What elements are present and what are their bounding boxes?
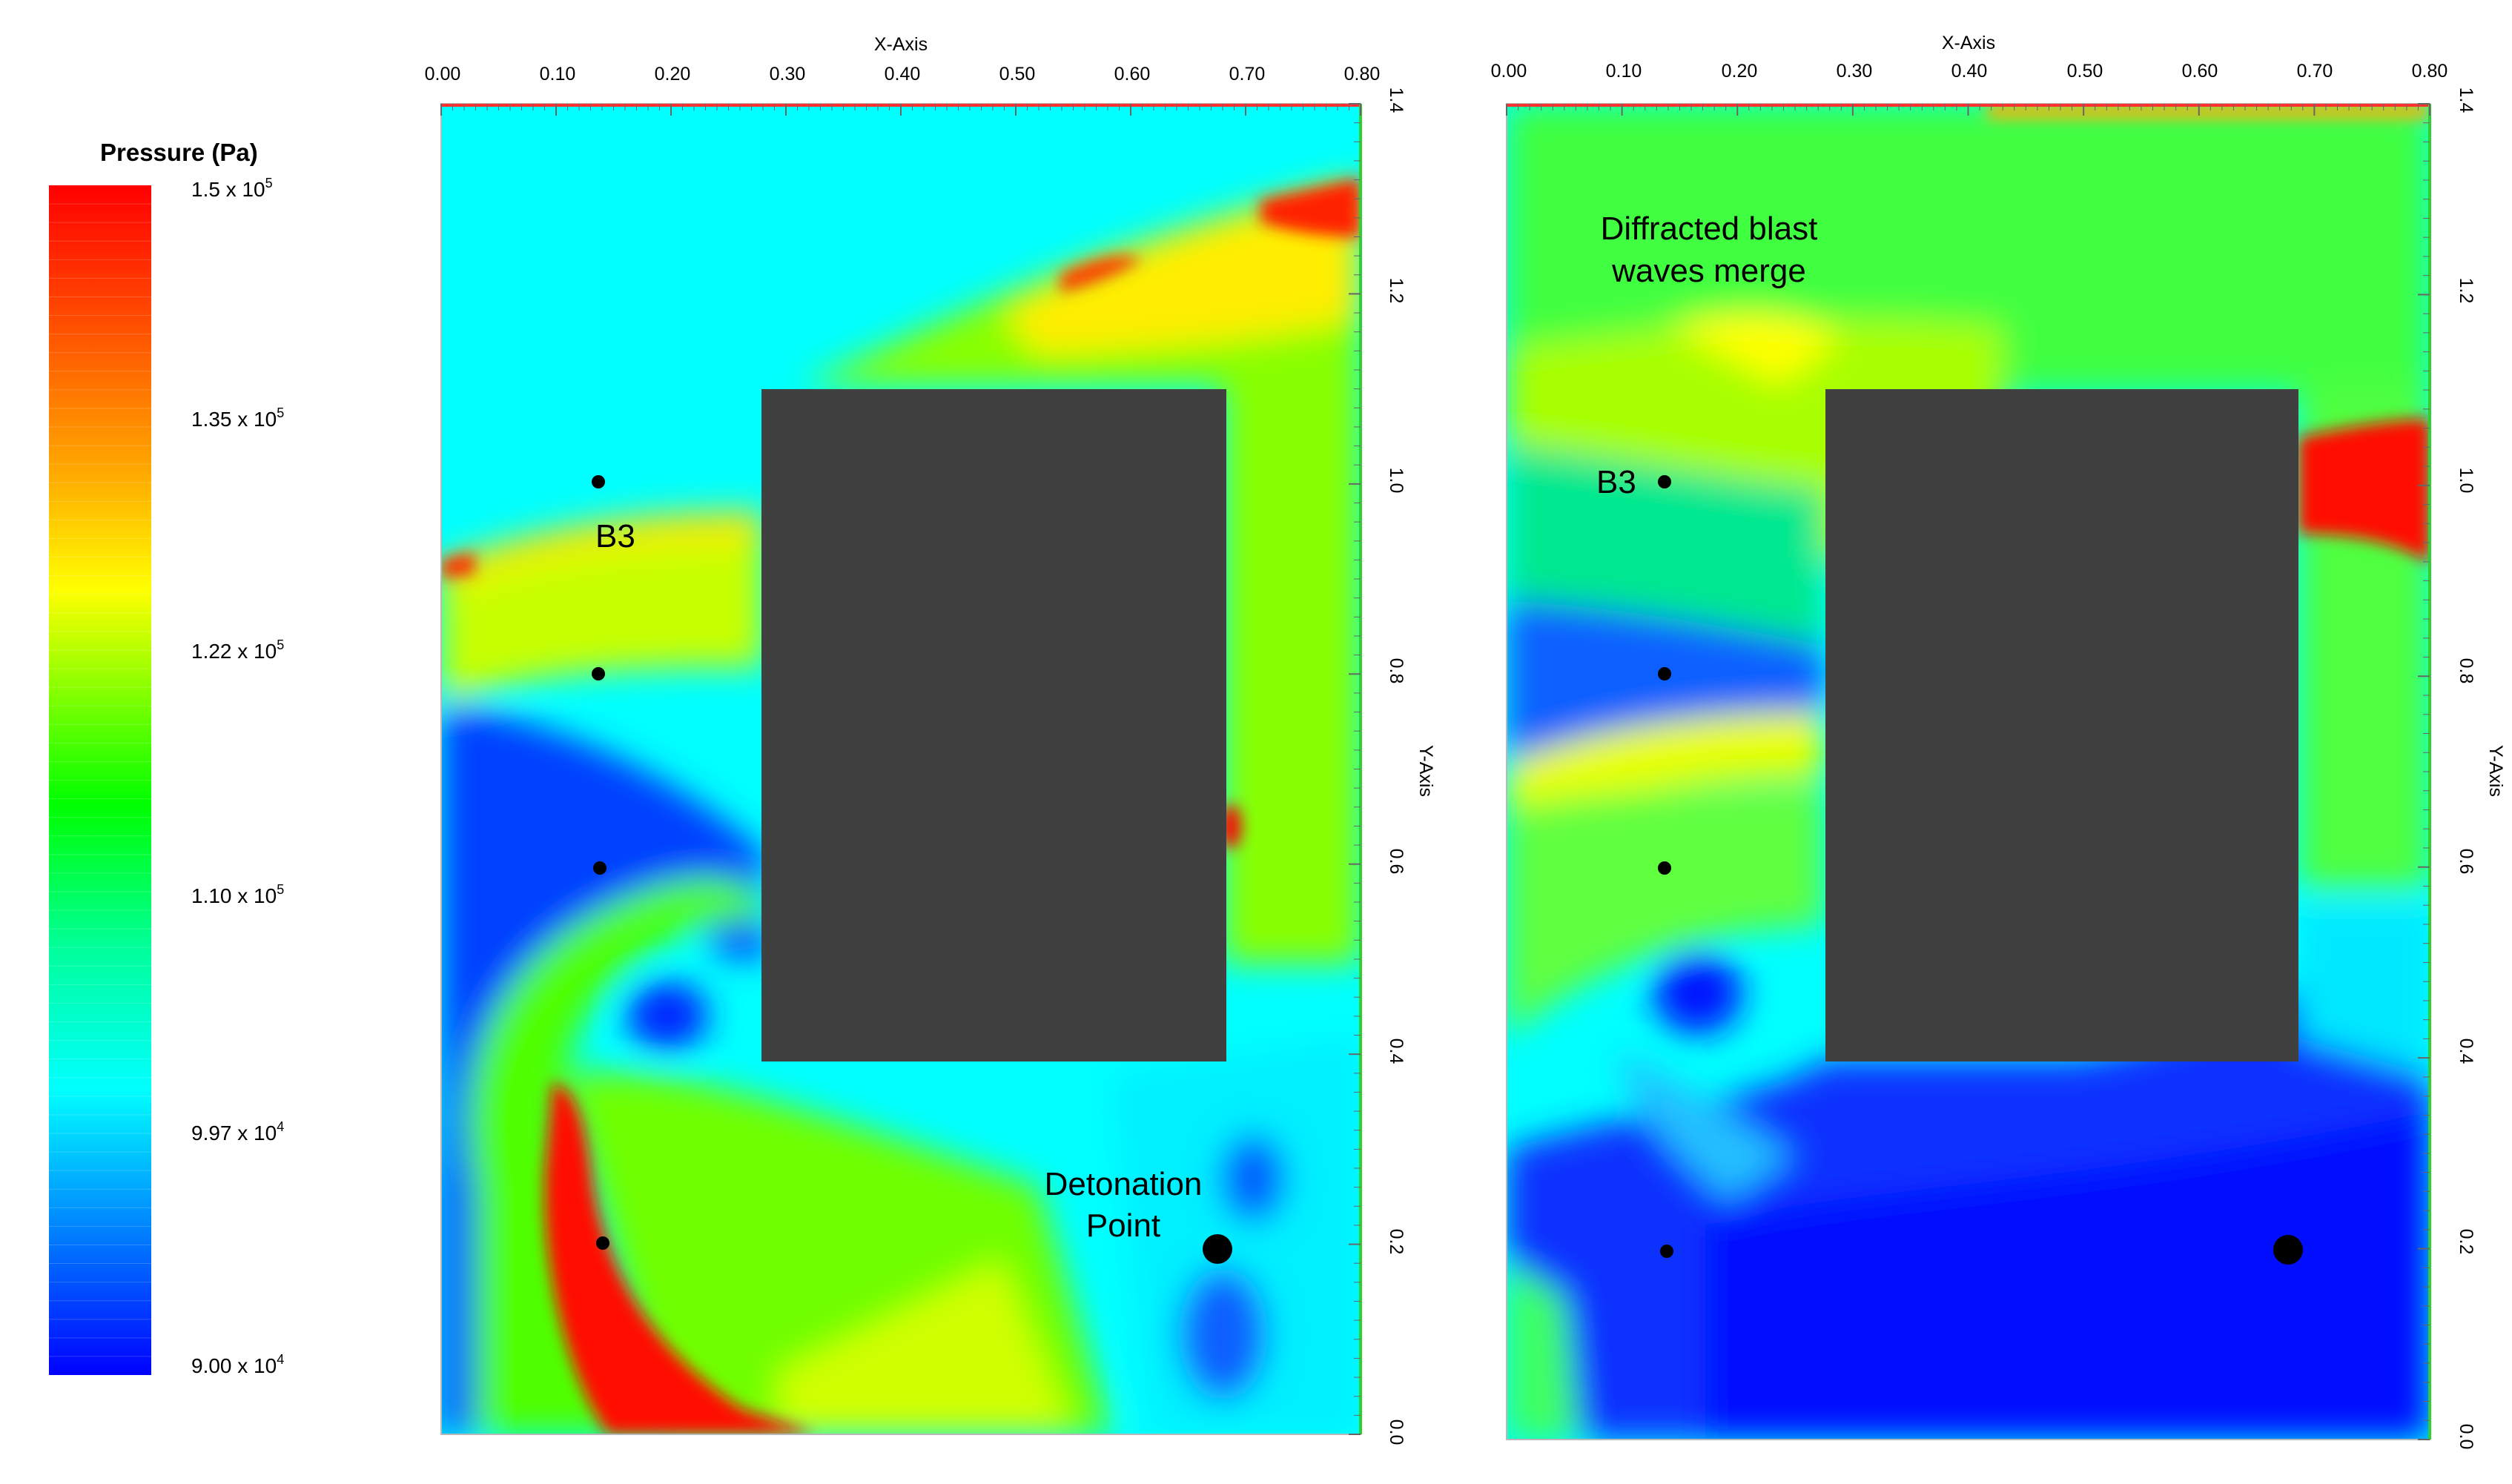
detonation-point-marker xyxy=(2273,1235,2303,1265)
left-y-axis-title: Y-Axis xyxy=(1415,745,1436,797)
y-tick-label: 0.8 xyxy=(1386,658,1407,684)
gauge-point xyxy=(1660,1245,1673,1258)
y-tick-label: 1.2 xyxy=(1386,278,1407,304)
x-tick-label: 0.10 xyxy=(540,64,576,85)
y-tick-label: 0.4 xyxy=(1386,1039,1407,1064)
x-tick-label: 0.10 xyxy=(1606,61,1642,82)
gauge-point xyxy=(593,861,606,875)
y-tick-label: 1.4 xyxy=(1386,87,1407,113)
right-x-axis-title: X-Axis xyxy=(1942,33,1995,53)
left-y-minor-ticks xyxy=(1349,103,1361,1435)
gauge-point xyxy=(1658,475,1671,488)
x-tick-label: 0.20 xyxy=(655,64,691,85)
colorbar-label: 9.00 x 104 xyxy=(191,1352,284,1377)
left-x-axis-title: X-Axis xyxy=(874,34,928,55)
x-tick-label: 0.80 xyxy=(2412,61,2448,82)
left-pressure-field xyxy=(441,104,1361,1434)
colorbar: Pressure (Pa) 1.5 x 105 1.35 x 105 1.22 … xyxy=(49,139,284,1377)
y-tick-label: 0.2 xyxy=(1386,1229,1407,1255)
colorbar-label: 1.10 x 105 xyxy=(191,882,284,907)
x-tick-label: 0.30 xyxy=(1837,61,1873,82)
y-tick-label: 0.6 xyxy=(1386,849,1407,875)
detonation-label: Point xyxy=(1086,1208,1160,1244)
gauge-point xyxy=(1658,861,1671,875)
x-tick-label: 0.00 xyxy=(1491,61,1527,82)
merge-annotation: Diffracted blast xyxy=(1601,211,1818,247)
y-tick-label: 1.4 xyxy=(2456,87,2476,113)
x-tick-label: 0.20 xyxy=(1722,61,1758,82)
gauge-label-b3: B3 xyxy=(595,518,635,554)
x-tick-label: 0.00 xyxy=(425,64,461,85)
right-contour-panel: X-Axis 0.00 0.10 0.20 0.30 0.40 0.50 0.6… xyxy=(1491,33,2506,1449)
x-tick-label: 0.70 xyxy=(2297,61,2333,82)
colorbar-label: 1.5 x 105 xyxy=(191,176,273,201)
x-tick-label: 0.40 xyxy=(1951,61,1988,82)
building-block xyxy=(1825,389,2298,1061)
x-tick-label: 0.70 xyxy=(1229,64,1266,85)
detonation-point-marker xyxy=(1203,1234,1232,1264)
left-contour-panel: X-Axis 0.00 0.10 0.20 0.30 0.40 0.50 0.6… xyxy=(425,34,1436,1445)
x-tick-label: 0.50 xyxy=(999,64,1036,85)
x-tick-label: 0.60 xyxy=(2182,61,2218,82)
gauge-point xyxy=(1658,667,1671,680)
x-tick-label: 0.80 xyxy=(1344,64,1381,85)
y-tick-label: 0.2 xyxy=(2456,1229,2476,1255)
detonation-label: Detonation xyxy=(1045,1166,1203,1202)
y-tick-label: 0.6 xyxy=(2456,849,2476,875)
gauge-point xyxy=(596,1236,609,1250)
colorbar-label: 1.22 x 105 xyxy=(191,637,284,663)
right-y-axis-title: Y-Axis xyxy=(2485,745,2506,797)
left-y-tick-labels: 1.4 1.2 1.0 0.8 0.6 0.4 0.2 0.0 xyxy=(1386,87,1407,1445)
building-block xyxy=(761,389,1226,1061)
merge-annotation: waves merge xyxy=(1611,253,1806,289)
left-x-minor-ticks xyxy=(440,104,1361,116)
right-y-minor-ticks xyxy=(2418,103,2430,1440)
gauge-point xyxy=(592,667,605,680)
y-tick-label: 1.2 xyxy=(2456,278,2476,304)
x-tick-label: 0.40 xyxy=(885,64,921,85)
right-y-tick-labels: 1.4 1.2 1.0 0.8 0.6 0.4 0.2 0.0 xyxy=(2456,87,2476,1450)
gauge-label-b3: B3 xyxy=(1596,464,1636,500)
x-tick-label: 0.30 xyxy=(770,64,806,85)
x-tick-label: 0.50 xyxy=(2067,61,2103,82)
left-x-tick-labels: 0.00 0.10 0.20 0.30 0.40 0.50 0.60 0.70 … xyxy=(425,64,1381,85)
right-pressure-field xyxy=(1507,104,2430,1440)
y-tick-label: 0.0 xyxy=(2456,1424,2476,1450)
colorbar-title: Pressure (Pa) xyxy=(100,139,258,166)
colorbar-label: 1.35 x 105 xyxy=(191,405,284,431)
colorbar-gradient xyxy=(49,185,151,1375)
right-x-minor-ticks xyxy=(1506,104,2430,116)
gauge-point xyxy=(592,475,605,488)
colorbar-bands xyxy=(49,203,151,1357)
right-x-tick-labels: 0.00 0.10 0.20 0.30 0.40 0.50 0.60 0.70 … xyxy=(1491,61,2448,82)
y-tick-label: 0.4 xyxy=(2456,1039,2476,1064)
y-tick-label: 0.8 xyxy=(2456,658,2476,684)
y-tick-label: 1.0 xyxy=(1386,468,1407,494)
x-tick-label: 0.60 xyxy=(1114,64,1151,85)
colorbar-label: 9.97 x 104 xyxy=(191,1119,284,1145)
y-tick-label: 1.0 xyxy=(2456,468,2476,494)
y-tick-label: 0.0 xyxy=(1386,1420,1407,1445)
